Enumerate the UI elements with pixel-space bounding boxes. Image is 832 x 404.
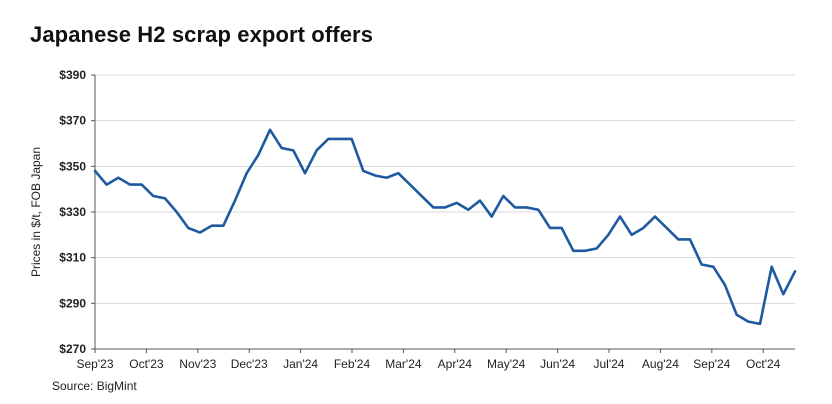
y-tick-label: $390 — [59, 68, 86, 82]
data-point — [607, 233, 610, 236]
data-point — [467, 208, 470, 211]
data-point — [409, 183, 411, 186]
x-tick-label: Jun'24 — [540, 357, 575, 371]
data-point — [712, 265, 715, 268]
y-axis-title: Prices in $/t, FOB Japan — [29, 147, 43, 277]
data-point — [94, 170, 96, 172]
data-point — [525, 206, 528, 209]
y-tick-label: $330 — [59, 205, 86, 219]
data-point — [455, 201, 458, 204]
data-point — [245, 172, 248, 175]
data-point — [362, 170, 365, 172]
x-tick-label: Oct'23 — [129, 357, 164, 371]
data-point — [514, 206, 516, 209]
data-point — [735, 313, 738, 316]
data-point — [654, 215, 656, 218]
data-point — [397, 172, 400, 175]
data-point — [537, 208, 540, 211]
y-tick-label: $310 — [59, 251, 86, 265]
data-point — [584, 249, 586, 252]
data-point — [724, 284, 726, 286]
data-point — [642, 227, 645, 229]
data-point — [549, 227, 551, 229]
data-point — [327, 138, 330, 140]
data-point — [140, 183, 143, 186]
x-tick-label: Feb'24 — [334, 357, 371, 371]
series-line — [93, 128, 797, 326]
data-point — [479, 199, 481, 202]
x-tick-label: Jul'24 — [594, 357, 625, 371]
data-point — [257, 154, 260, 156]
data-point — [210, 224, 213, 227]
x-tick-label: Oct'24 — [746, 357, 781, 371]
data-point — [770, 265, 773, 268]
data-point — [665, 227, 668, 229]
data-point — [339, 138, 341, 140]
axes — [91, 74, 795, 353]
x-tick-label: Apr'24 — [438, 357, 473, 371]
data-point — [700, 263, 703, 266]
data-point — [350, 138, 353, 140]
data-point — [747, 320, 750, 323]
data-point — [444, 206, 446, 209]
x-tick-label: Aug'24 — [642, 357, 679, 371]
gridlines — [95, 74, 795, 304]
x-tick-label: Dec'23 — [231, 357, 268, 371]
data-point — [619, 215, 621, 218]
data-point — [502, 195, 505, 197]
data-point — [152, 195, 155, 197]
data-point — [187, 227, 190, 229]
y-tick-label: $370 — [59, 114, 86, 128]
data-point — [630, 233, 633, 236]
y-tick-labels: $270 $290 $310 $330 $350 $370 $390 — [59, 68, 86, 356]
data-point — [385, 176, 388, 179]
data-point — [490, 215, 493, 218]
x-tick-label: Sep'23 — [77, 357, 114, 371]
x-tick-label: Mar'24 — [385, 357, 422, 371]
data-point — [782, 293, 785, 296]
data-point — [420, 195, 423, 197]
series-layer — [93, 128, 797, 326]
data-point — [269, 128, 271, 131]
data-point — [304, 172, 306, 175]
chart-title: Japanese H2 scrap export offers — [30, 22, 374, 47]
y-tick-label: $350 — [59, 159, 86, 173]
data-point — [794, 270, 796, 273]
x-tick-label: Sep'24 — [693, 357, 730, 371]
data-point — [175, 211, 178, 213]
data-point — [234, 199, 236, 202]
x-tick-label: Nov'23 — [179, 357, 216, 371]
data-point — [572, 249, 575, 252]
data-point — [595, 247, 598, 250]
x-tick-label: Jan'24 — [283, 357, 318, 371]
source-note: Source: BigMint — [52, 379, 137, 393]
data-point — [129, 183, 131, 186]
data-point — [689, 238, 691, 241]
data-point — [759, 322, 761, 325]
data-point — [105, 183, 108, 186]
data-point — [222, 224, 225, 227]
data-point — [280, 147, 283, 149]
data-point — [199, 231, 201, 234]
data-point — [164, 197, 166, 200]
x-tick-labels: Sep'23 Oct'23 Nov'23 Dec'23 Jan'24 Feb'24 Mar'… — [77, 357, 781, 371]
data-point — [677, 238, 680, 241]
x-tick-label: May'24 — [487, 357, 526, 371]
data-point — [292, 149, 295, 152]
y-tick-label: $290 — [59, 296, 86, 310]
data-point — [117, 176, 120, 179]
y-tick-label: $270 — [59, 342, 86, 356]
data-point — [374, 174, 376, 177]
data-point — [432, 206, 435, 209]
data-point — [315, 149, 318, 152]
data-point — [560, 227, 563, 229]
